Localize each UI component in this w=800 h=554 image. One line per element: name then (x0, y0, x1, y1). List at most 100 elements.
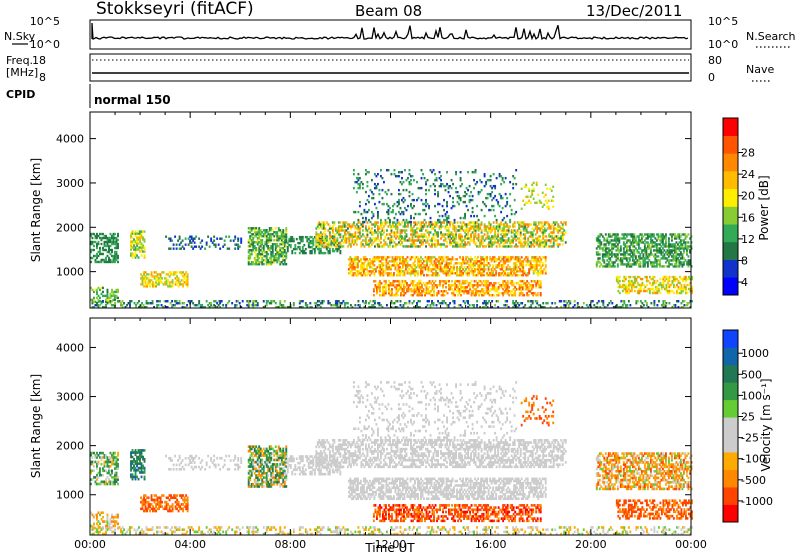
power-cell (511, 284, 514, 287)
power-cell (511, 294, 514, 297)
power-cell (654, 253, 657, 256)
power-cell (134, 234, 137, 237)
power-cell (612, 247, 615, 250)
power-cell (409, 256, 412, 259)
power-cell (343, 235, 346, 238)
power-cell (480, 223, 483, 226)
power-cell (376, 216, 379, 220)
power-cell (432, 168, 435, 172)
power-cell (542, 231, 545, 234)
power-cell (279, 237, 282, 240)
power-cell (134, 252, 137, 255)
power-cell (431, 227, 433, 230)
power-cell (255, 247, 258, 250)
power-cell (175, 247, 178, 250)
power-cell (121, 300, 124, 303)
power-cell (411, 233, 414, 236)
power-cell (470, 292, 473, 295)
power-cell (271, 251, 274, 254)
power-cell (664, 245, 667, 248)
power-cell (649, 263, 652, 266)
power-cell (683, 275, 686, 279)
power-cell (268, 237, 271, 240)
power-cell (93, 244, 95, 248)
power-cell (388, 266, 391, 269)
power-cell (531, 268, 534, 271)
power-cell (540, 227, 543, 230)
power-cell (115, 290, 118, 294)
power-cell (624, 287, 627, 291)
power-cell (680, 283, 683, 287)
power-cell (374, 270, 377, 273)
power-cell (418, 280, 420, 283)
power-cell (129, 302, 131, 305)
power-cell (619, 259, 622, 262)
power-cell (249, 249, 252, 252)
power-cell (358, 233, 361, 236)
power-cell (213, 304, 216, 307)
power-cell (375, 221, 378, 224)
power-cell (514, 272, 517, 275)
power-cell (446, 245, 448, 248)
power-cell (606, 255, 609, 258)
power-cell (97, 254, 100, 258)
power-cell (373, 221, 376, 224)
power-cell (267, 237, 270, 240)
power-cell (616, 245, 619, 248)
power-cell (237, 237, 240, 240)
power-cell (409, 284, 411, 287)
power-cell (234, 237, 237, 240)
power-cell (558, 225, 561, 228)
power-cell (438, 243, 441, 246)
power-cell (143, 230, 146, 233)
power-cell (416, 235, 418, 238)
power-cell (349, 227, 352, 230)
power-cell (480, 260, 483, 263)
power-cell (366, 243, 369, 246)
freq-label: Freq. (6, 54, 33, 67)
power-cell (513, 176, 516, 180)
power-cell (535, 256, 538, 259)
power-cell (390, 241, 393, 244)
power-cell (112, 242, 115, 246)
power-cell (402, 239, 405, 242)
power-cell (112, 232, 115, 236)
power-cell (453, 225, 456, 228)
power-cell (247, 259, 250, 262)
power-cell (373, 272, 376, 275)
power-cell (427, 290, 429, 293)
power-cell (419, 292, 422, 295)
power-cell (470, 190, 473, 194)
power-cell (321, 233, 324, 236)
power-cell (399, 231, 402, 234)
power-cell (598, 265, 601, 268)
power-cell (473, 235, 476, 238)
power-cell (464, 243, 467, 246)
power-cell (537, 239, 540, 242)
power-cell (276, 243, 279, 246)
power-cell (319, 249, 322, 253)
power-cell (347, 268, 350, 271)
power-cell (414, 274, 416, 277)
power-cell (400, 270, 403, 273)
power-cell (112, 260, 115, 264)
power-cell (473, 292, 476, 295)
power-cell (404, 225, 406, 228)
power-cell (488, 245, 491, 248)
power-cell (633, 241, 636, 244)
power-cell (385, 221, 388, 224)
power-cell (664, 241, 667, 244)
power-cell (352, 221, 355, 224)
power-cell (176, 275, 179, 278)
power-cell (348, 241, 351, 244)
power-cell (678, 255, 681, 258)
power-cell (470, 235, 473, 238)
power-cell (282, 237, 285, 240)
power-cell (558, 227, 561, 230)
power-cell (434, 280, 437, 283)
power-cell (512, 231, 515, 234)
power-cell (388, 288, 390, 291)
power-cell (489, 239, 492, 242)
power-cell (143, 246, 146, 249)
power-cell (99, 236, 101, 240)
